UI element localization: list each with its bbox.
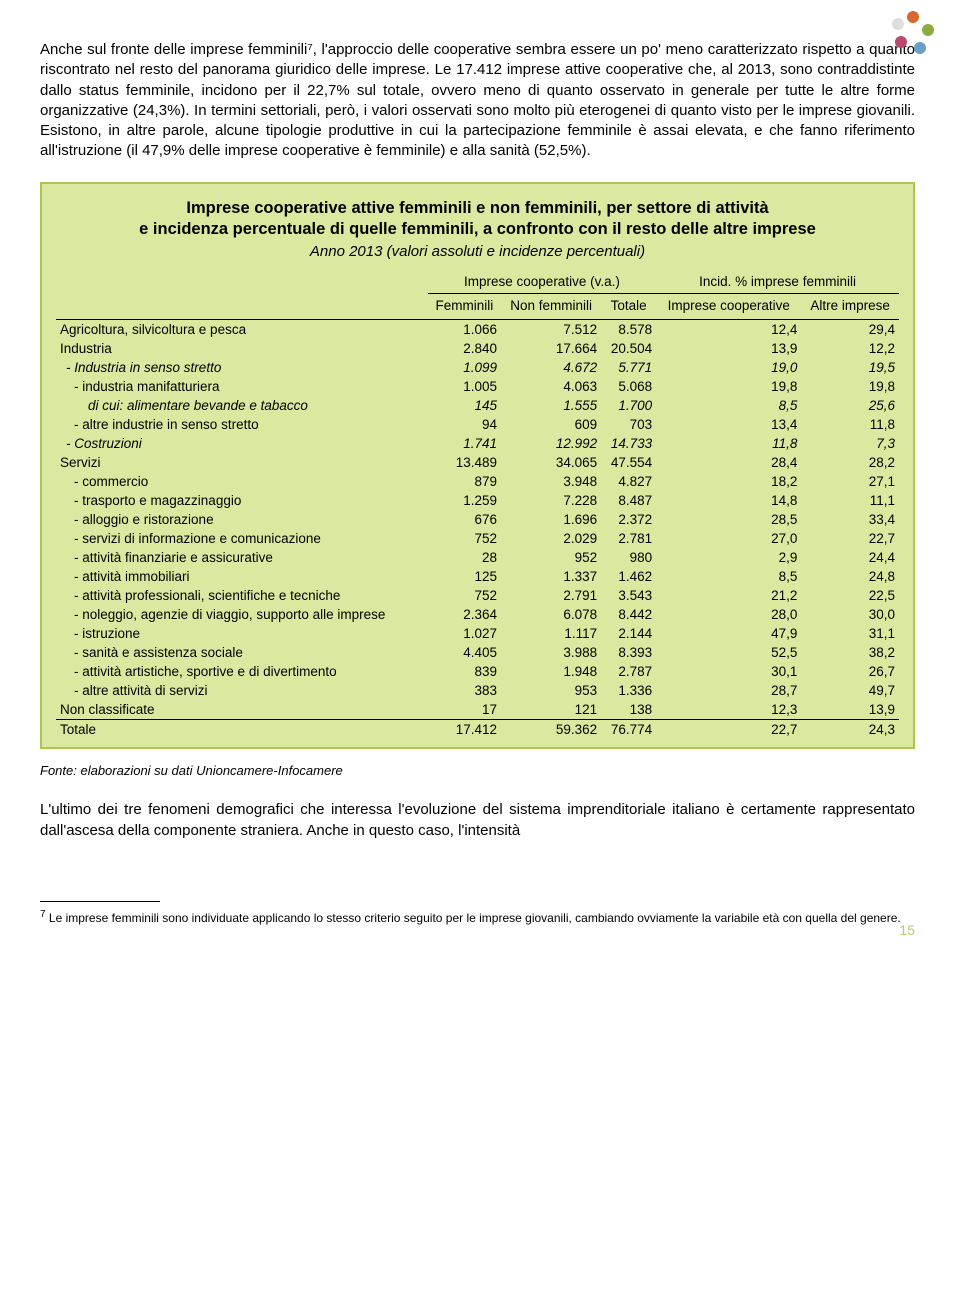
page-number: 15 <box>899 922 915 938</box>
table-row: - sanità e assistenza sociale4.4053.9888… <box>56 643 899 662</box>
table-row: Servizi13.48934.06547.55428,428,2 <box>56 453 899 472</box>
box-title: Imprese cooperative attive femminili e n… <box>56 198 899 241</box>
source-note: Fonte: elaborazioni su dati Unioncamere-… <box>40 763 915 778</box>
table-row: - Industria in senso stretto1.0994.6725.… <box>56 358 899 377</box>
table-row: - attività professionali, scientifiche e… <box>56 586 899 605</box>
table-row: - attività immobiliari1251.3371.4628,524… <box>56 567 899 586</box>
table-row: - istruzione1.0271.1172.14447,931,1 <box>56 624 899 643</box>
table-row: - attività artistiche, sportive e di div… <box>56 662 899 681</box>
footnote: 7 Le imprese femminili sono individuate … <box>40 908 915 927</box>
table-row: - commercio8793.9484.82718,227,1 <box>56 472 899 491</box>
data-table: Imprese cooperative (v.a.) Incid. % impr… <box>56 270 899 739</box>
col-femminili: Femminili <box>428 294 501 320</box>
table-row: - servizi di informazione e comunicazion… <box>56 529 899 548</box>
table-row: di cui: alimentare bevande e tabacco1451… <box>56 396 899 415</box>
col-totale: Totale <box>601 294 656 320</box>
closing-paragraph: L'ultimo dei tre fenomeni demografici ch… <box>40 800 915 841</box>
table-row: Industria2.84017.66420.50413,912,2 <box>56 339 899 358</box>
col-group-incid: Incid. % imprese femminili <box>656 270 899 294</box>
table-row: - Costruzioni1.74112.99214.73311,87,3 <box>56 434 899 453</box>
table-row: Totale17.41259.36276.77422,724,3 <box>56 720 899 740</box>
table-row: - attività finanziarie e assicurative289… <box>56 548 899 567</box>
table-row: - alloggio e ristorazione6761.6962.37228… <box>56 510 899 529</box>
table-row: Agricoltura, silvicoltura e pesca1.0667.… <box>56 320 899 340</box>
table-row: Non classificate1712113812,313,9 <box>56 700 899 720</box>
logo-icon <box>888 8 938 61</box>
col-non-femminili: Non femminili <box>501 294 601 320</box>
col-coop: Imprese cooperative <box>656 294 801 320</box>
table-row: - altre attività di servizi3839531.33628… <box>56 681 899 700</box>
table-row: - noleggio, agenzie di viaggio, supporto… <box>56 605 899 624</box>
box-subtitle: Anno 2013 (valori assoluti e incidenze p… <box>56 243 899 260</box>
table-box: Imprese cooperative attive femminili e n… <box>40 182 915 750</box>
table-row: - trasporto e magazzinaggio1.2597.2288.4… <box>56 491 899 510</box>
footnote-rule <box>40 901 160 902</box>
table-row: - altre industrie in senso stretto946097… <box>56 415 899 434</box>
table-row: - industria manifatturiera1.0054.0635.06… <box>56 377 899 396</box>
col-altre: Altre imprese <box>801 294 899 320</box>
col-group-coop: Imprese cooperative (v.a.) <box>428 270 656 294</box>
intro-paragraph: Anche sul fronte delle imprese femminili… <box>40 40 915 162</box>
